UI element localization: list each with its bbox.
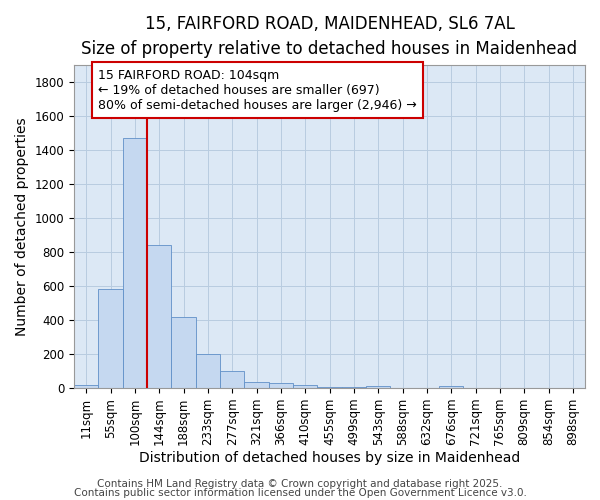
Title: 15, FAIRFORD ROAD, MAIDENHEAD, SL6 7AL
Size of property relative to detached hou: 15, FAIRFORD ROAD, MAIDENHEAD, SL6 7AL S… xyxy=(82,15,578,58)
Bar xyxy=(317,387,341,388)
Bar xyxy=(74,384,98,388)
Bar xyxy=(98,288,122,388)
Bar xyxy=(122,138,147,388)
Text: Contains public sector information licensed under the Open Government Licence v3: Contains public sector information licen… xyxy=(74,488,526,498)
Bar xyxy=(172,316,196,388)
Bar xyxy=(220,371,244,388)
Bar xyxy=(147,246,172,388)
Text: 15 FAIRFORD ROAD: 104sqm
← 19% of detached houses are smaller (697)
80% of semi-: 15 FAIRFORD ROAD: 104sqm ← 19% of detach… xyxy=(98,68,417,112)
Bar xyxy=(244,382,269,388)
X-axis label: Distribution of detached houses by size in Maidenhead: Distribution of detached houses by size … xyxy=(139,451,520,465)
Bar xyxy=(341,387,366,388)
Bar xyxy=(293,385,317,388)
Bar xyxy=(196,354,220,388)
Y-axis label: Number of detached properties: Number of detached properties xyxy=(15,118,29,336)
Text: Contains HM Land Registry data © Crown copyright and database right 2025.: Contains HM Land Registry data © Crown c… xyxy=(97,479,503,489)
Bar xyxy=(269,383,293,388)
Bar xyxy=(366,386,391,388)
Bar xyxy=(439,386,463,388)
